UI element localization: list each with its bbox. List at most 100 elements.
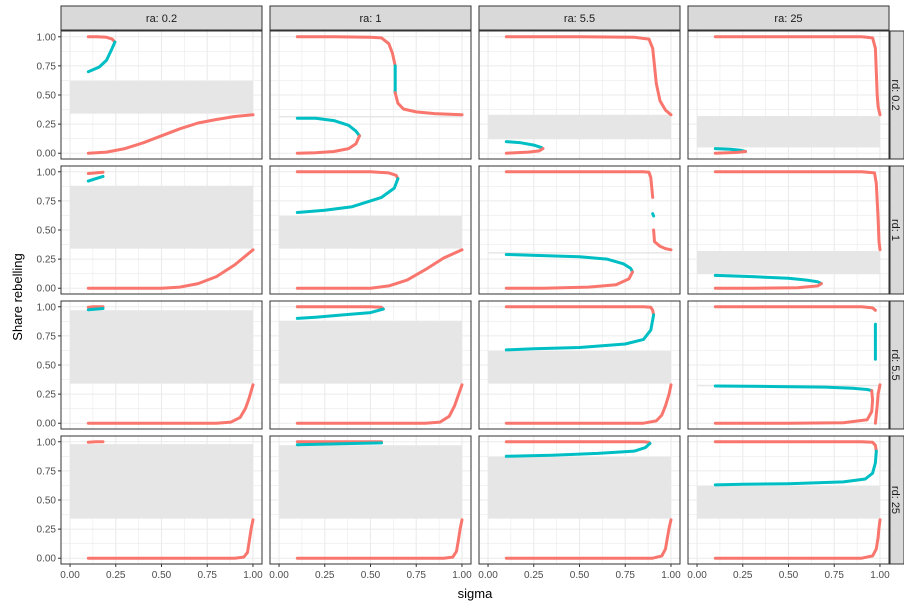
shaded-band [279,115,462,118]
x-tick-label: 0.50 [361,570,381,581]
y-tick-label: 0.50 [37,361,57,372]
shaded-band [697,486,880,519]
axes: 0.00 0.25 0.50 0.75 1.00 0.00 0.25 0.50 0.75 1.00… [37,32,891,581]
y-tick-label: 0.75 [37,331,57,342]
shaded-band [70,81,253,114]
y-tick-label: 0.75 [37,196,57,207]
x-tick-label: 1.00 [243,570,263,581]
series-group [295,440,464,560]
row-strip: rd: 1 [889,165,904,295]
x-tick-label: 0.75 [615,570,635,581]
stable-series-line [713,305,877,312]
y-tick-label: 1.00 [37,167,57,178]
stable-series-line [713,150,747,155]
unstable-series-line [295,116,361,138]
y-tick-label: 0.00 [37,284,57,295]
stable-series-line [504,305,656,317]
x-tick-label: 1.00 [452,570,472,581]
unstable-series-line [651,212,656,218]
y-tick-label: 0.50 [37,496,57,507]
strip-background [687,5,890,31]
stable-series-line [295,383,464,425]
gridlines [270,31,471,159]
unstable-series-line [295,177,400,214]
x-tick-label: 0.75 [406,570,426,581]
x-tick-label: 0.00 [60,570,80,581]
strip-background [478,5,681,31]
stable-series-line [86,113,255,155]
panel-border [478,165,681,295]
unstable-series-line [86,40,117,74]
panel [269,165,472,295]
y-tick-label: 0.25 [37,525,57,536]
panel [60,300,263,430]
unstable-series-line [504,313,656,352]
panel [269,435,472,565]
stable-series-line [295,248,464,290]
series-group [295,35,464,155]
x-tick-label: 1.00 [870,570,890,581]
strip-background [889,435,904,565]
x-tick-label: 0.00 [478,570,498,581]
row-strip: rd: 5.5 [889,300,904,430]
panel-border [687,30,890,160]
series-group [504,440,673,560]
shaded-band [488,114,671,140]
series-group [295,305,464,425]
stable-series-line [86,518,255,560]
stable-series-line [295,518,464,560]
stable-series-line [713,170,882,252]
row-strip-label: rd: 0.2 [889,79,901,110]
unstable-series-line [713,384,874,393]
x-tick-label: 0.50 [152,570,172,581]
stable-series-line [504,383,673,425]
panel-border [269,300,472,430]
x-tick-label: 0.50 [779,570,799,581]
x-tick-label: 0.00 [687,570,707,581]
stable-series-line [295,35,397,68]
panel [60,30,263,160]
series-group [504,170,673,290]
stable-series-line [295,134,361,155]
row-strip: rd: 25 [889,435,904,565]
panel [269,30,472,160]
stable-series-line [713,282,823,290]
panel [687,165,890,295]
series-group [713,35,882,155]
series-group [713,305,882,425]
panel [60,435,263,565]
panel [478,30,681,160]
panel [269,300,472,430]
column-strip: ra: 5.5 [478,5,681,31]
y-tick-label: 0.25 [37,390,57,401]
column-strip-label: ra: 25 [774,13,802,25]
panel [478,165,681,295]
panel-border [269,165,472,295]
shaded-band [279,445,462,519]
strip-background [889,300,904,430]
shaded-band [697,250,880,275]
column-strip-label: ra: 1 [359,13,381,25]
stable-series-line [86,170,105,175]
series-group [713,440,882,560]
unstable-series-line [86,174,105,183]
x-tick-label: 0.25 [733,570,753,581]
panel [478,435,681,565]
row-strip-label: rd: 5.5 [889,349,901,380]
stable-series-line [504,170,655,199]
x-tick-label: 0.75 [824,570,844,581]
x-tick-label: 0.00 [269,570,289,581]
row-strips: rd: 0.2 rd: 1 rd: 5.5 rd: 25 [889,30,904,565]
x-tick-label: 0.25 [524,570,544,581]
column-strip: ra: 1 [269,5,472,31]
series-group [86,35,255,155]
series-group [295,170,464,290]
column-strip: ra: 25 [687,5,890,31]
column-strip: ra: 0.2 [60,5,263,31]
y-tick-label: 0.00 [37,419,57,430]
stable-series-line [504,270,634,290]
row-strip-label: rd: 25 [889,486,901,514]
shaded-band [279,216,462,249]
y-tick-label: 0.50 [37,226,57,237]
stable-series-line [295,170,400,181]
